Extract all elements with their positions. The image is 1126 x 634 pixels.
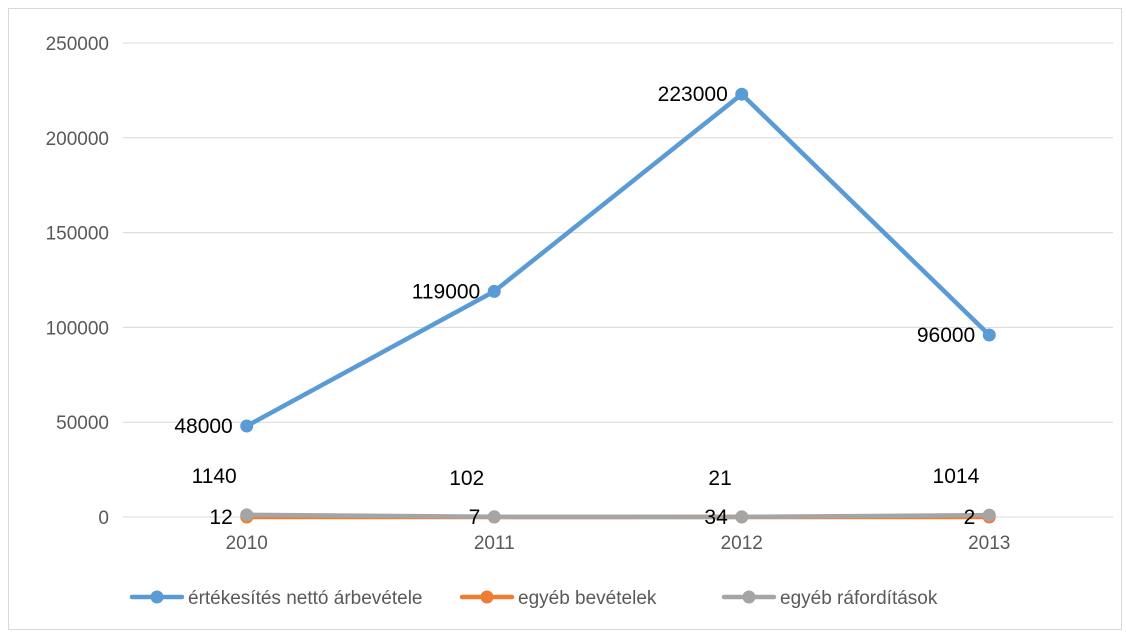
data-label: 34 [704,506,728,529]
legend-label: értékesítés nettó árbevétele [188,588,422,609]
y-tick-label: 100000 [46,318,109,339]
data-label: 48000 [174,415,232,438]
chart-area: 0 50000 100000 150000 200000 250000 2010 2011 2… [8,8,1122,630]
y-tick-label: 200000 [46,129,109,150]
y-tick-label: 250000 [46,34,109,55]
y-tick-label: 50000 [56,413,109,434]
legend-entry: értékesítés nettó árbevétele [129,588,422,609]
y-axis-ticks: 0 50000 100000 150000 200000 250000 [46,34,109,529]
data-label: 2 [964,506,976,529]
data-point [487,284,501,298]
data-point [735,87,749,101]
data-label: 21 [708,467,731,490]
series-line [244,512,992,520]
y-tick-label: 150000 [46,224,109,245]
legend-label: egyéb ráfordítások [780,588,938,609]
x-tick-label: 2013 [968,533,1010,554]
legend-entry: egyéb bevételek [459,588,657,609]
series-line [244,91,992,429]
data-label: 12 [209,506,232,529]
gridlines [123,42,1113,518]
data-point [982,508,996,522]
x-tick-label: 2010 [226,533,268,554]
series-1 [240,87,996,433]
data-label: 119000 [412,280,481,303]
x-tick-label: 2011 [474,533,515,554]
data-label: 1140 [192,465,237,488]
legend-marker [480,590,494,604]
legend-entry: egyéb ráfordítások [721,588,938,609]
x-tick-label: 2012 [721,533,763,554]
data-point [240,419,254,433]
data-label: 1014 [933,465,980,488]
y-tick-label: 0 [98,508,109,529]
legend-marker [742,590,756,604]
x-axis-ticks: 2010 2011 2012 2013 [226,533,1011,554]
data-point [982,328,996,342]
data-label: 96000 [917,324,975,347]
data-point [735,510,749,524]
data-point [240,508,254,522]
legend-marker [150,590,164,604]
data-label: 223000 [658,83,728,106]
legend: értékesítés nettó árbevétele egyéb bevéte… [129,588,938,609]
data-point [487,510,501,524]
series-3 [240,508,996,524]
data-label: 102 [449,467,484,490]
data-labels: 48000 119000 223000 96000 12 7 34 2 1140 102 21 101… [174,83,979,529]
legend-label: egyéb bevételek [518,588,657,609]
series-lines [240,87,996,524]
data-label: 7 [469,506,481,529]
